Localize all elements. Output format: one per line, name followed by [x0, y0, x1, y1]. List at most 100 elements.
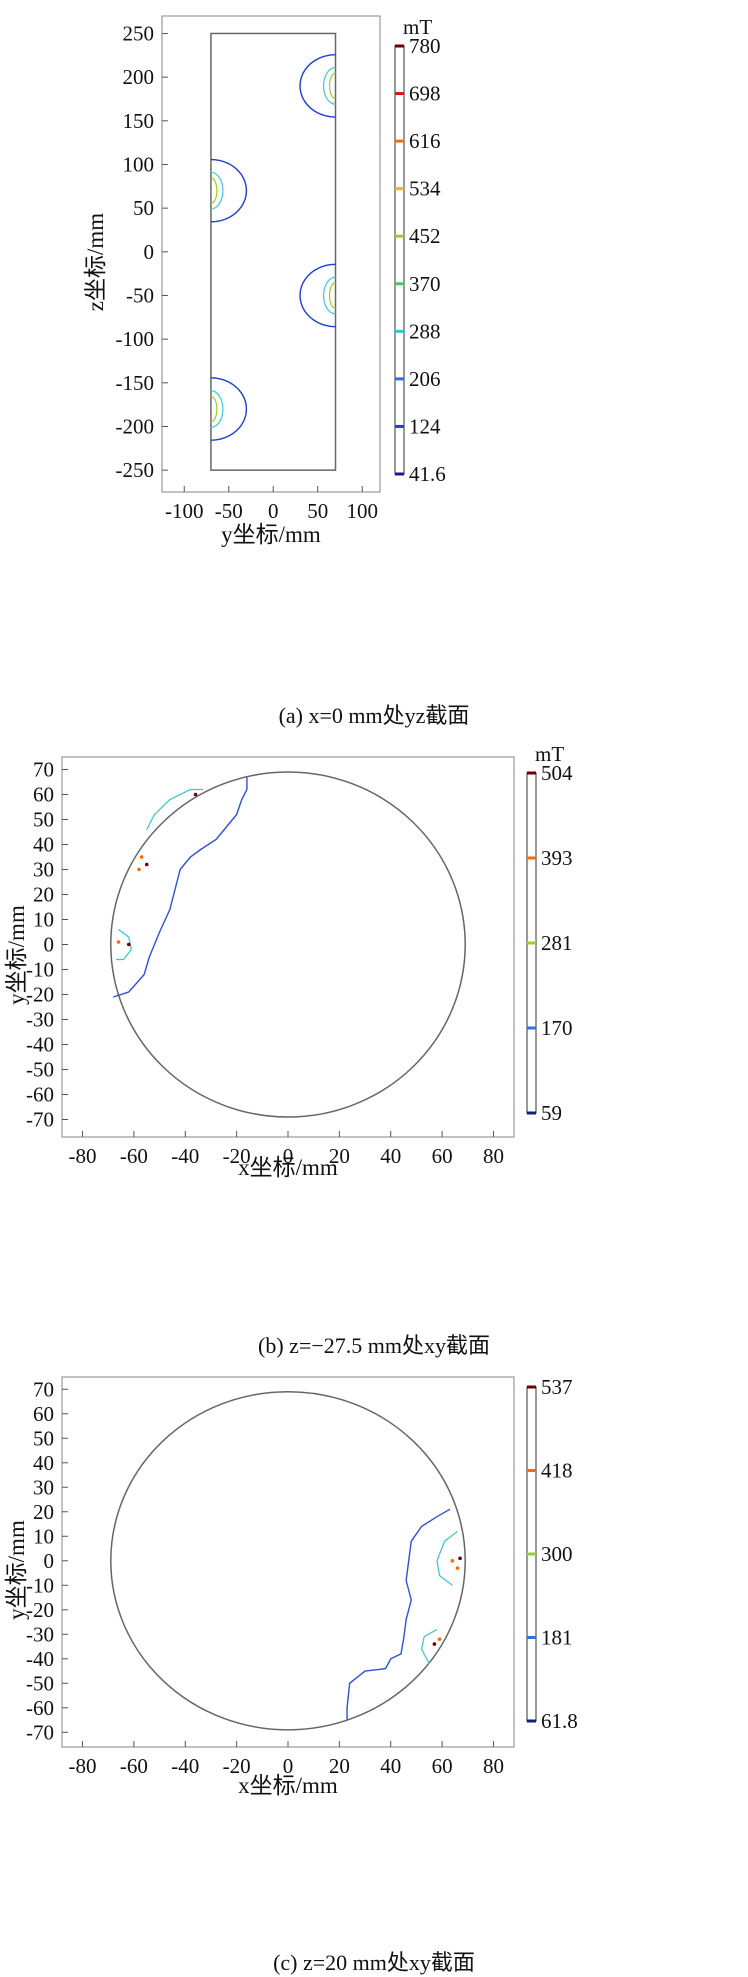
- chart-b-y-tick-label: -10: [26, 958, 54, 982]
- chart-a-colorbar-level-label: 780: [409, 34, 441, 58]
- chart-a-y-axis-title: z坐标/mm: [83, 213, 108, 311]
- chart-c-x-tick-label: -60: [120, 1754, 148, 1778]
- chart-a-y-tick-label: -50: [126, 283, 154, 307]
- chart-a-y-tick-label: 250: [123, 21, 155, 45]
- chart-c-y-tick-label: -10: [26, 1573, 54, 1597]
- chart-c-colorbar-level-label: 300: [541, 1542, 573, 1566]
- chart-a-colorbar-level-label: 534: [409, 177, 441, 201]
- chart-c-y-tick-label: -30: [26, 1622, 54, 1646]
- chart-b-y-tick-label: 40: [33, 833, 54, 857]
- chart-c-colorbar-level-label: 61.8: [541, 1709, 578, 1733]
- chart-b-colorbar-unit: mT: [535, 742, 564, 766]
- chart-b-y-tick-label: -60: [26, 1083, 54, 1107]
- chart-a-canvas: -100 -50 0 50 100 250 200 150 100 50 0 -50 -100 -150 -…: [83, 15, 446, 547]
- chart-b-contour-hot-point: [126, 942, 131, 947]
- caption-c: (c) z=20 mm处xy截面: [273, 1950, 475, 1975]
- chart-b-colorbar-level-label: 393: [541, 846, 573, 870]
- chart-b-y-tick-label: -40: [26, 1033, 54, 1057]
- chart-a-colorbar: [394, 45, 405, 475]
- chart-a-geometry-boundary: [210, 32, 337, 471]
- chart-c-x-tick-label: -40: [171, 1754, 199, 1778]
- chart-a-plot-frame: [161, 15, 381, 493]
- chart-a-contour-low-0: [299, 53, 336, 118]
- chart-b-x-axis-title: x坐标/mm: [238, 1155, 338, 1180]
- chart-c-y-tick-label: 20: [33, 1500, 54, 1524]
- chart-a-colorbar-level-label: 370: [409, 272, 441, 296]
- chart-b-x-tick-label: 40: [380, 1144, 401, 1168]
- chart-c-y-tick-label: -50: [26, 1671, 54, 1695]
- chart-b-y-tick-label: -20: [26, 983, 54, 1007]
- panel-a: -100 -50 0 50 100 250 200 150 100 50 0 -50 -100 -150 -…: [0, 0, 748, 740]
- chart-c-colorbar-level-label: 418: [541, 1459, 573, 1483]
- chart-a-y-tick-label: 0: [144, 240, 155, 264]
- chart-b-geometry-boundary: [110, 771, 466, 1118]
- chart-c-y-tick-label: -70: [26, 1720, 54, 1744]
- chart-a-contour-low-1: [210, 158, 248, 223]
- chart-a-colorbar-level-label: 288: [409, 319, 441, 343]
- chart-b-colorbar-level-label: 504: [541, 761, 573, 785]
- chart-a-colorbar-level-label: 698: [409, 82, 441, 106]
- chart-c-contour-hot-point: [450, 1558, 455, 1563]
- chart-a-contour-mid-3: [210, 390, 224, 428]
- chart-c-y-tick-label: 0: [44, 1549, 55, 1573]
- chart-c-x-tick-label: 40: [380, 1754, 401, 1778]
- chart-c-contour-hot-point: [455, 1566, 460, 1570]
- chart-c-contour-hot-point: [432, 1642, 437, 1646]
- chart-b-contour-hot-point: [139, 855, 144, 859]
- chart-c-x-tick-label: 80: [483, 1754, 504, 1778]
- chart-a-contour-mid-2: [322, 276, 336, 315]
- chart-b-x-tick-label: 20: [329, 1144, 350, 1168]
- caption-b: (b) z=−27.5 mm处xy截面: [258, 1333, 490, 1358]
- chart-a-y-tick-label: 200: [123, 65, 155, 89]
- chart-a-y-tick-label: -250: [116, 458, 155, 482]
- chart-a-y-tick-label: -150: [116, 371, 155, 395]
- chart-b-y-tick-label: -30: [26, 1008, 54, 1032]
- chart-b-canvas: -80 -60 -40 -20 0 20 40 60 80706050403020100-10-…: [4, 742, 573, 1180]
- chart-a-contour-high-2: [328, 282, 336, 309]
- chart-c-contour-mid-0: [436, 1530, 458, 1586]
- chart-c-x-tick-label: 20: [329, 1754, 350, 1778]
- chart-c-x-tick-label: -20: [223, 1754, 251, 1778]
- chart-a-x-tick-label: 50: [307, 499, 328, 523]
- chart-a-y-tick-label: -100: [116, 327, 155, 351]
- chart-b-contour-mid-0: [146, 788, 204, 830]
- chart-b-contour-hot-point: [116, 940, 121, 944]
- chart-a-x-tick-label: 100: [346, 499, 378, 523]
- chart-b-colorbar-level-label: 170: [541, 1016, 573, 1040]
- chart-a-y-tick-label: 50: [133, 196, 154, 220]
- chart-c-y-tick-label: 60: [33, 1402, 54, 1426]
- chart-c-canvas: -80 -60 -40 -20 0 20 40 60 80706050403020100-10-…: [4, 1375, 578, 1798]
- chart-a-contour-high-3: [210, 395, 218, 423]
- chart-b-contour-hot-point: [144, 862, 149, 867]
- caption-a: (a) x=0 mm处yz截面: [278, 703, 470, 728]
- chart-a-contour-mid-1: [210, 171, 224, 210]
- chart-a-x-tick-label: 0: [268, 499, 279, 523]
- chart-c-y-tick-label: 70: [33, 1377, 54, 1401]
- chart-c-colorbar-level-label: 537: [541, 1375, 573, 1399]
- chart-b-plot-frame: [61, 756, 515, 1138]
- chart-c-y-tick-label: -40: [26, 1647, 54, 1671]
- chart-b-y-tick-label: 30: [33, 858, 54, 882]
- chart-a-contour-low-2: [299, 263, 336, 328]
- chart-a-x-tick-label: -100: [165, 499, 204, 523]
- panel-c: -80 -60 -40 -20 0 20 40 60 80 70 60 50 40 30 20 10 0 -10-…: [0, 1365, 748, 1977]
- chart-b-colorbar-level-label: 59: [541, 1101, 562, 1125]
- chart-b-y-tick-label: 10: [33, 908, 54, 932]
- chart-b-x-tick-label: 60: [432, 1144, 453, 1168]
- chart-c-contour-hot-point: [458, 1556, 462, 1561]
- chart-a-x-tick-label: -50: [215, 499, 243, 523]
- chart-b-y-tick-label: 70: [33, 758, 54, 782]
- chart-a-y-tick-label: 100: [123, 152, 155, 176]
- chart-a-colorbar-level-label: 452: [409, 224, 441, 248]
- chart-b-y-axis-title: y坐标/mm: [4, 905, 29, 1005]
- chart-c-colorbar-level-label: 181: [541, 1626, 573, 1650]
- chart-b-x-tick-label: -20: [223, 1144, 251, 1168]
- chart-c-contour-hot-point: [437, 1637, 442, 1641]
- chart-c-y-tick-label: -60: [26, 1696, 54, 1720]
- chart-c-x-tick-label: -80: [69, 1754, 97, 1778]
- chart-b-x-tick-label: 80: [483, 1144, 504, 1168]
- chart-c-contour-low: [346, 1508, 451, 1721]
- chart-c-y-tick-label: 30: [33, 1475, 54, 1499]
- chart-a-colorbar-level-label: 41.6: [409, 462, 446, 486]
- chart-b-y-tick-label: 0: [44, 933, 55, 957]
